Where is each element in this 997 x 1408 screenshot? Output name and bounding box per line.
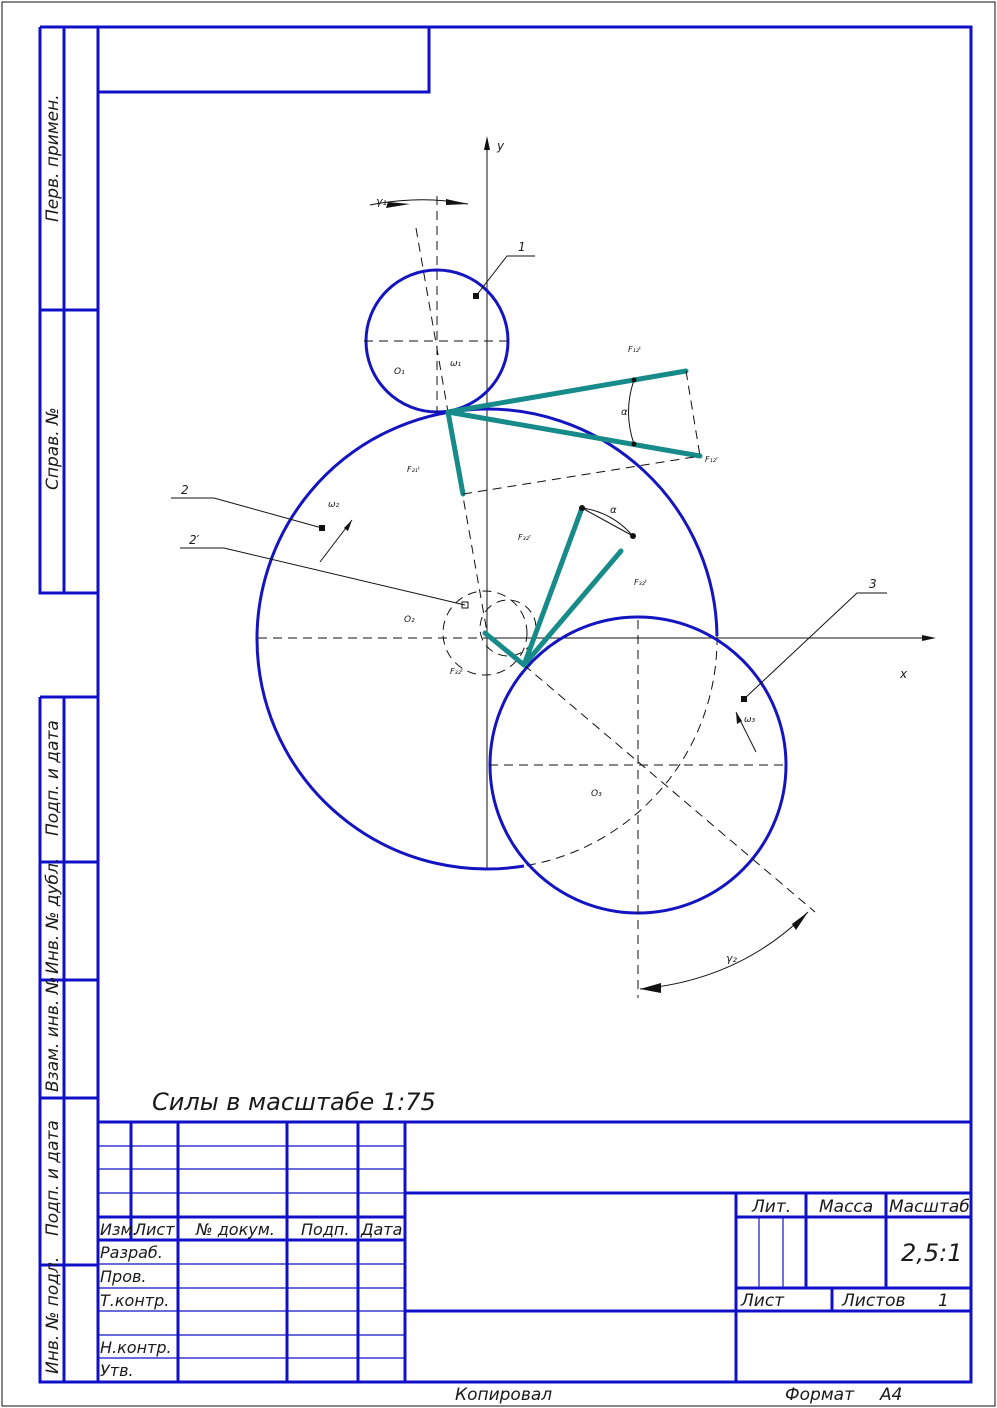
- force-closing-2: [462, 455, 701, 495]
- gear-2-hidden-arc: [523, 635, 718, 867]
- callout-2p-dot: [461, 601, 469, 609]
- side-inv-podl: Инв. № подл.: [43, 1257, 63, 1374]
- top-left-box: [98, 27, 431, 94]
- label-omega1: ω₁: [450, 359, 462, 369]
- force-closing-3: [581, 507, 634, 537]
- side-vzam-inv: Взам. инв. №: [43, 977, 63, 1092]
- label-alpha-top: α: [621, 407, 628, 418]
- callout-3: 3: [869, 577, 877, 591]
- gamma1-arrow-left: [386, 202, 410, 208]
- alpha-top-point-2: [631, 441, 637, 447]
- tb-t-kontr: Т.контр.: [100, 1291, 169, 1310]
- gamma2-arc: [639, 911, 809, 990]
- x-axis-arrow: [922, 635, 936, 641]
- force-f12t: [445, 368, 689, 415]
- callout-1: 1: [518, 240, 526, 254]
- tb-masshtab: Масштаб: [889, 1197, 970, 1217]
- tb-list-label: Лист: [740, 1291, 785, 1311]
- label-f12t: F₁₂ᵗ: [628, 345, 642, 354]
- label-f32t-low: F₃₂ᵗ: [450, 667, 464, 676]
- gamma2-arrow-left: [640, 983, 661, 993]
- main-frame: [96, 25, 973, 1384]
- force-f21t: [445, 409, 466, 497]
- o2-hub-circle: [442, 590, 528, 676]
- footer-format-label: Формат: [785, 1385, 855, 1405]
- label-o3: O₃: [591, 789, 602, 799]
- gear-2-circle: [255, 407, 719, 871]
- gamma2-arrow-right: [792, 912, 808, 930]
- callout-1-leader: [475, 255, 535, 297]
- side-podp-data-1: Подп. и дата: [43, 720, 63, 836]
- tb-no-dokum: № докум.: [195, 1220, 275, 1239]
- omega3-arrow-head: [736, 712, 742, 724]
- omega2-arrow-head: [344, 520, 352, 531]
- callout-1-dot: [473, 293, 479, 299]
- side-strip-upper: [38, 25, 98, 595]
- tb-scale-value: 2,5:1: [901, 1239, 963, 1267]
- side-sprav-no: Справ. №: [43, 407, 63, 490]
- alpha-mid-point-1: [579, 505, 585, 511]
- force-f32r: [521, 505, 585, 668]
- label-gamma1: γ₁: [376, 195, 387, 208]
- o2-inner-circle: [479, 599, 537, 657]
- tb-n-kontr: Н.контр.: [100, 1338, 172, 1357]
- side-podp-data-2: Подп. и дата: [43, 1120, 63, 1236]
- title-block: [98, 1120, 971, 1382]
- y-axis-arrow: [484, 136, 490, 150]
- gear-1-tilt-line: [415, 227, 449, 413]
- alpha-top-point-1: [631, 377, 637, 383]
- label-f32r: F₃₂ʳ: [518, 533, 532, 542]
- footer-kopiroval: Копировал: [455, 1385, 552, 1405]
- tb-podp: Подп.: [301, 1220, 349, 1239]
- contact-3-line: [523, 664, 816, 913]
- mechanism-drawing: y x γ₁ γ₂: [171, 136, 936, 998]
- tb-razrab: Разраб.: [100, 1243, 163, 1262]
- force-short: [482, 630, 527, 668]
- tb-lit: Лит.: [751, 1197, 791, 1217]
- force-f12r: [445, 409, 703, 459]
- force-closing-1: [685, 370, 701, 457]
- callout-2p-leader: [180, 547, 466, 606]
- tb-listov-value: 1: [938, 1291, 949, 1311]
- scale-note: Силы в масштабе 1:75: [152, 1088, 436, 1116]
- tb-listov-label: Листов: [841, 1291, 906, 1311]
- axis-x-label: x: [899, 667, 908, 681]
- label-f21t: F₂₁ᵗ: [407, 465, 421, 474]
- side-perv-primen: Перв. примен.: [43, 94, 63, 222]
- tb-list: Лист: [133, 1220, 175, 1239]
- label-omega2: ω₂: [328, 500, 340, 510]
- callout-2: 2: [181, 483, 189, 497]
- force-f32t: [521, 548, 624, 668]
- alpha-mid-arc: [581, 507, 634, 537]
- tb-data: Дата: [360, 1220, 402, 1239]
- label-o1: O₁: [394, 367, 405, 377]
- callout-2-dot: [319, 525, 325, 531]
- callout-2p: 2′: [189, 533, 200, 547]
- callout-3-leader: [743, 592, 887, 700]
- alpha-mid-point-2: [630, 533, 636, 539]
- side-strip-lower: [38, 695, 98, 1384]
- tb-izm: Изм.: [100, 1220, 138, 1239]
- callout-2-leader: [171, 497, 323, 529]
- label-gamma2: γ₂: [726, 952, 738, 965]
- callout-3-dot: [741, 696, 747, 702]
- alpha-top-arc: [628, 379, 635, 445]
- tb-massa: Масса: [819, 1197, 873, 1217]
- axis-y-label: y: [496, 139, 505, 153]
- gamma1-arrow-right: [446, 199, 468, 205]
- label-f32t: F₃₂ᵗ: [634, 578, 648, 587]
- label-alpha-mid: α: [610, 505, 617, 516]
- tb-prov: Пров.: [100, 1267, 147, 1286]
- label-omega3: ω₃: [744, 715, 756, 725]
- label-o2: O₂: [404, 615, 415, 625]
- side-inv-dubl: Инв. № дубл.: [43, 858, 63, 974]
- tb-utv: Утв.: [100, 1361, 134, 1380]
- footer-format-value: А4: [879, 1385, 902, 1405]
- label-f12r: F₁₂ʳ: [705, 455, 719, 464]
